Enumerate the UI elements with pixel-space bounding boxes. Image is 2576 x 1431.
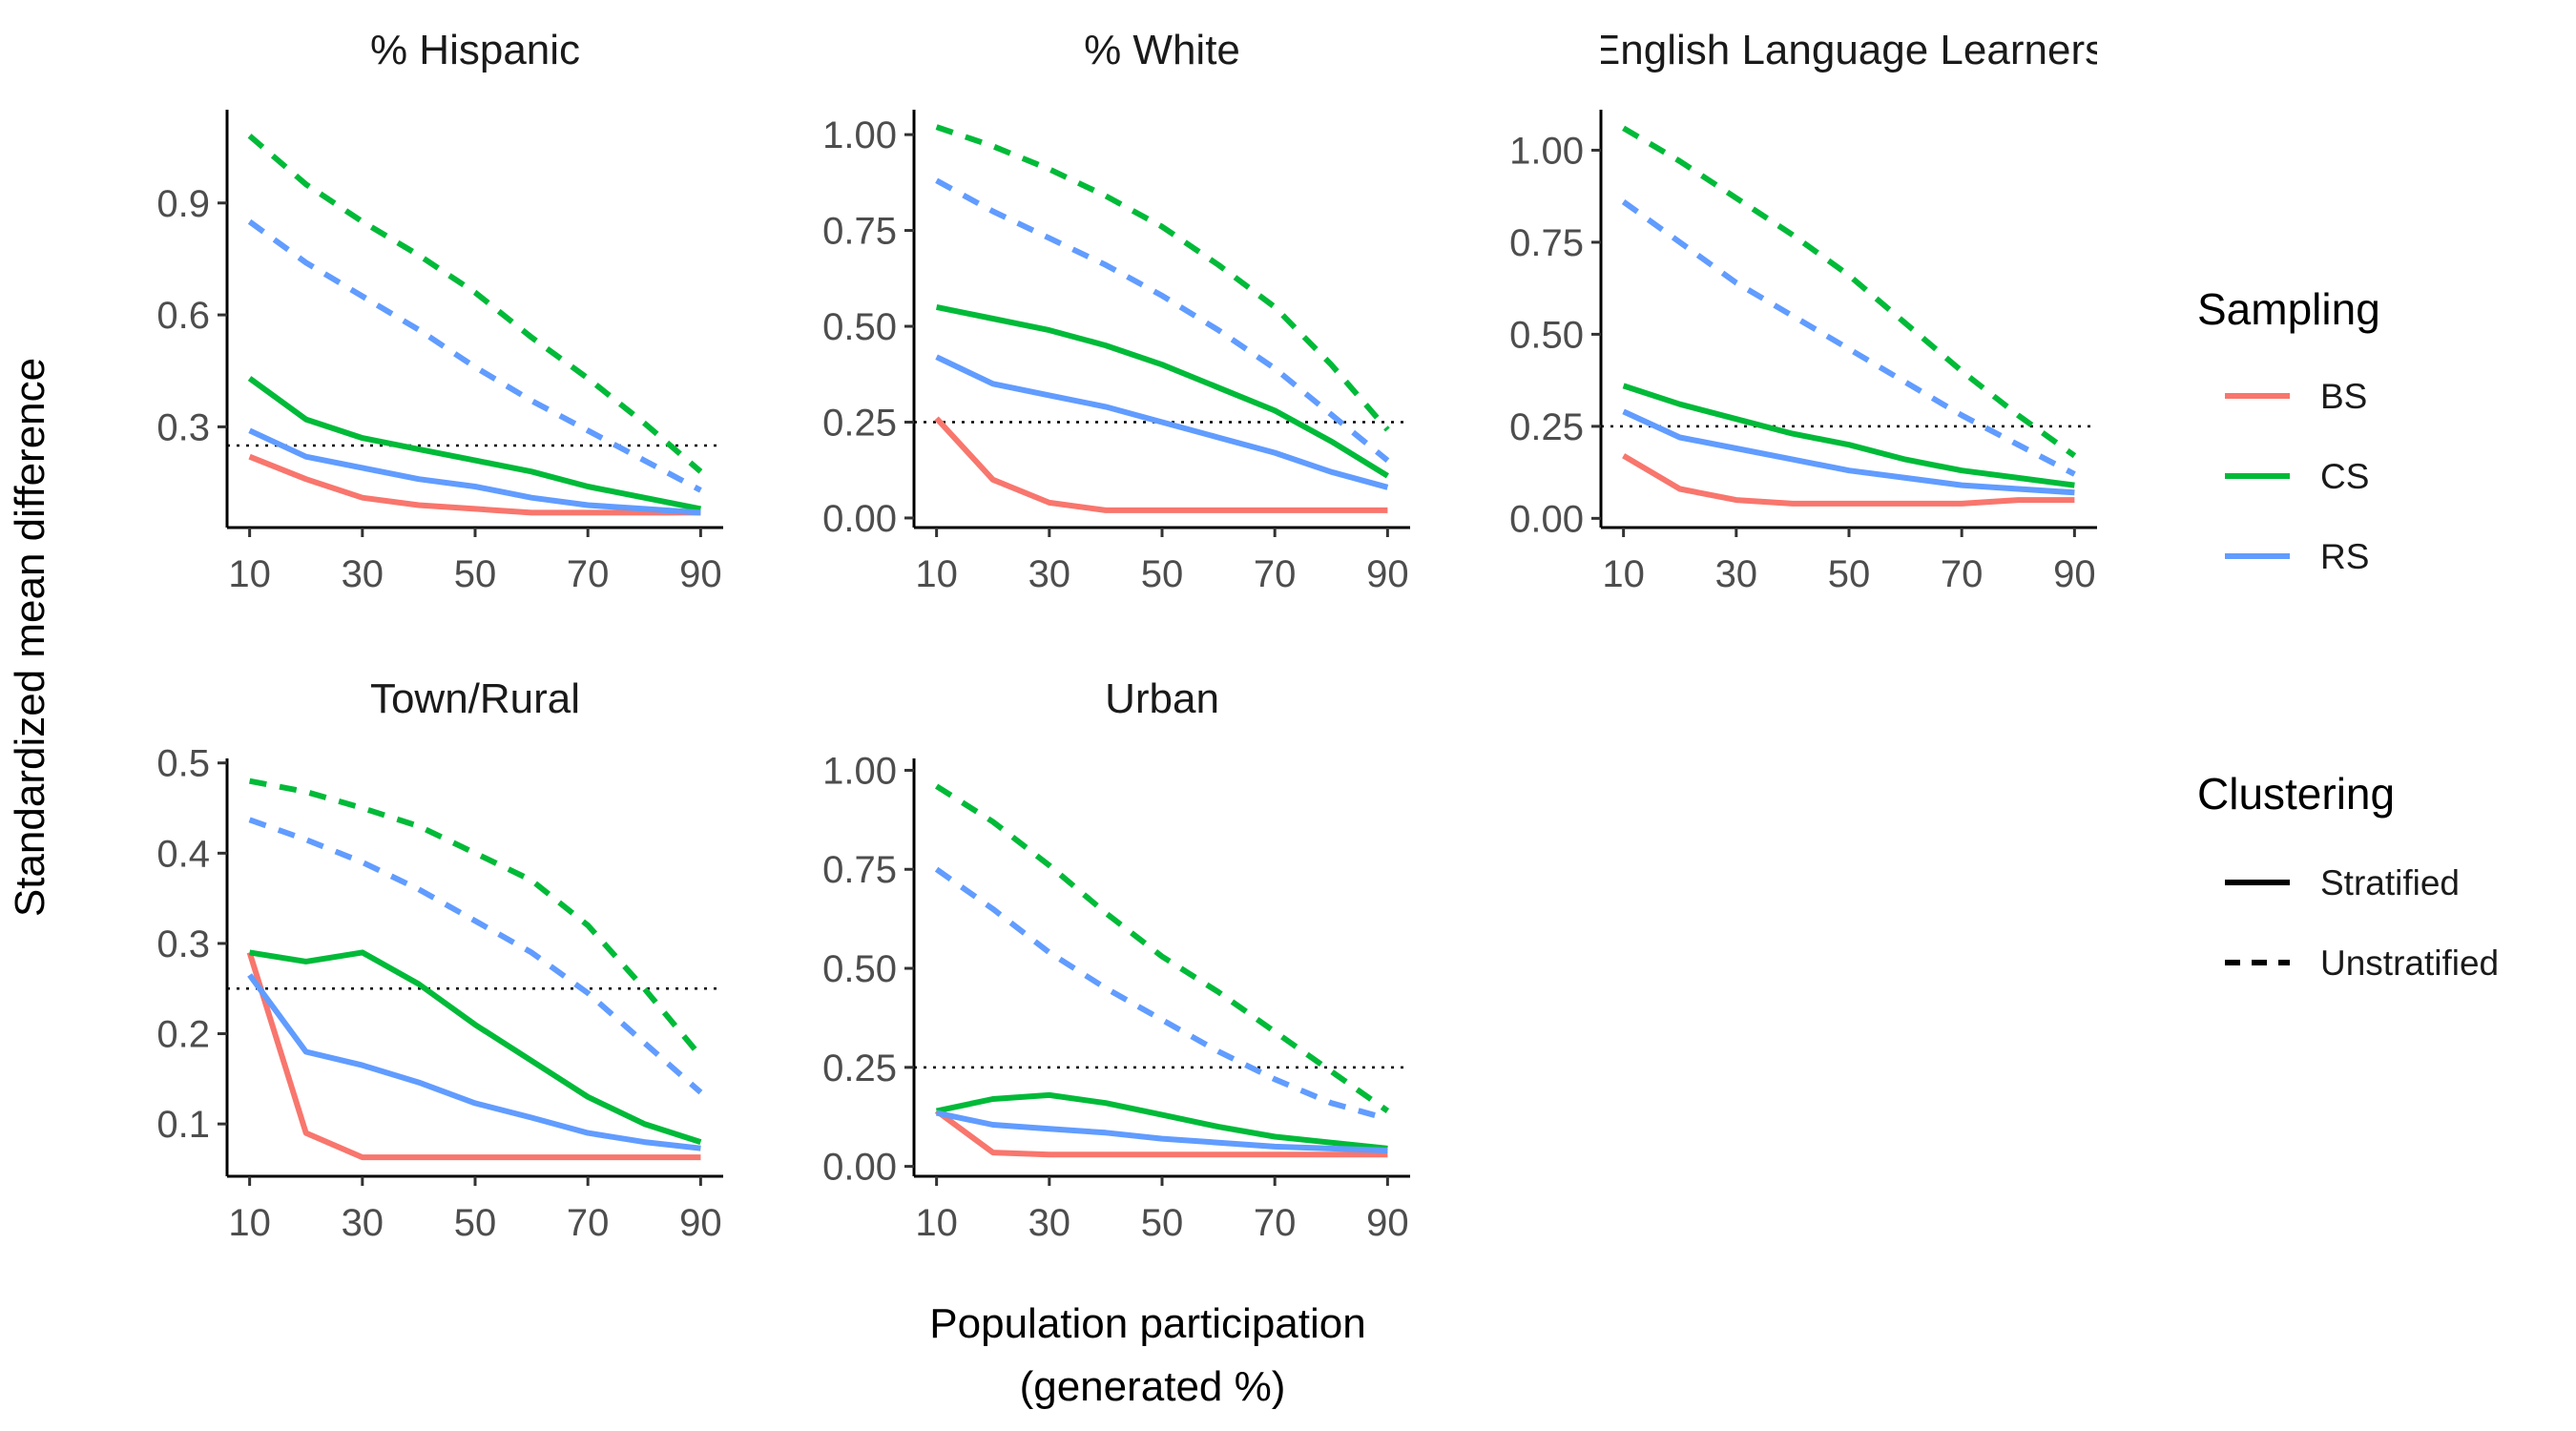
y-tick-label: 0.75	[822, 849, 897, 891]
series-line-cs-stratified	[250, 952, 701, 1142]
x-tick-label: 70	[1254, 1202, 1297, 1244]
legend-label-rs: RS	[2320, 537, 2369, 576]
x-tick-label: 10	[915, 1202, 958, 1244]
y-tick-label: 0.75	[822, 211, 897, 253]
y-tick-label: 0.9	[156, 183, 210, 225]
series-line-rs-unstratified	[1624, 202, 2075, 475]
facet-title: Urban	[1105, 675, 1219, 722]
legend-label-unstratified: Unstratified	[2320, 944, 2499, 983]
y-tick-label: 0.5	[156, 743, 210, 785]
series-group	[250, 781, 701, 1157]
x-tick-label: 90	[1366, 1202, 1409, 1244]
x-tick-label: 90	[679, 553, 722, 595]
y-tick-label: 0.75	[1509, 222, 1584, 264]
series-line-cs-unstratified	[937, 786, 1388, 1110]
panel-4: Town/Rural 0.1 0.2 0.3 0.4 0.5 10 30 50 70 90	[156, 675, 723, 1244]
series-line-rs-unstratified	[250, 221, 701, 490]
legend: Sampling Clustering BS CS RS Stratified Unst…	[2197, 284, 2499, 983]
y-tick-label: 0.00	[1509, 498, 1584, 540]
x-tick-label: 10	[1602, 553, 1645, 595]
series-line-cs-stratified	[937, 307, 1388, 476]
y-tick-label: 0.25	[822, 402, 897, 444]
series-line-rs-stratified	[1624, 411, 2075, 492]
legend-label-cs: CS	[2320, 457, 2369, 496]
x-tick-label: 70	[567, 1202, 610, 1244]
y-axis-title: Standardized mean difference	[7, 358, 53, 917]
x-tick-label: 70	[567, 553, 610, 595]
y-tick-label: 0.25	[822, 1047, 897, 1089]
series-line-rs-unstratified	[250, 819, 701, 1092]
panel-1: % Hispanic 0.3 0.6 0.9 10 30 50 70 90	[156, 27, 723, 595]
y-tick-label: 1.00	[1509, 130, 1584, 172]
panel-2: % White 0.00 0.25 0.50 0.75 1.00 10 30 50 70 90	[822, 27, 1410, 595]
series-line-rs-stratified	[937, 357, 1388, 487]
y-tick-label: 0.6	[156, 295, 210, 337]
series-line-rs-stratified	[250, 975, 701, 1149]
x-tick-label: 30	[342, 553, 384, 595]
y-tick-label: 0.3	[156, 406, 210, 448]
series-line-rs-unstratified	[937, 869, 1388, 1119]
facet-title: Town/Rural	[370, 675, 580, 722]
facet-title: English Language Learners	[1592, 27, 2106, 73]
x-tick-label: 10	[915, 553, 958, 595]
panel-5: Urban 0.00 0.25 0.50 0.75 1.00 10 30 50 70 90	[822, 675, 1410, 1244]
x-tick-label: 50	[454, 553, 497, 595]
y-tick-label: 0.4	[156, 833, 210, 875]
x-tick-label: 70	[1941, 553, 1984, 595]
y-tick-label: 0.25	[1509, 406, 1584, 448]
facet-title: % Hispanic	[370, 27, 580, 73]
x-axis-title-line-1: Population participation	[929, 1300, 1365, 1347]
legend-title-sampling: Sampling	[2197, 284, 2380, 334]
series-group	[250, 135, 701, 512]
x-tick-label: 30	[342, 1202, 384, 1244]
y-tick-label: 0.1	[156, 1104, 210, 1146]
x-tick-label: 90	[679, 1202, 722, 1244]
x-axis-title-line-2: (generated %)	[1020, 1363, 1286, 1410]
x-tick-label: 30	[1715, 553, 1758, 595]
x-tick-label: 90	[1366, 553, 1409, 595]
legend-label-stratified: Stratified	[2320, 863, 2460, 902]
y-tick-label: 0.2	[156, 1014, 210, 1056]
x-tick-label: 90	[2053, 553, 2096, 595]
x-tick-label: 10	[228, 1202, 271, 1244]
series-group	[937, 786, 1388, 1154]
legend-label-bs: BS	[2320, 377, 2367, 416]
x-tick-label: 30	[1028, 553, 1071, 595]
series-line-rs-stratified	[250, 430, 701, 512]
x-tick-label: 50	[1141, 553, 1184, 595]
y-tick-label: 0.00	[822, 1147, 897, 1189]
y-tick-label: 1.00	[822, 750, 897, 792]
x-tick-label: 70	[1254, 553, 1297, 595]
y-tick-label: 0.50	[822, 306, 897, 348]
x-tick-label: 50	[454, 1202, 497, 1244]
y-tick-label: 0.50	[822, 948, 897, 990]
legend-title-clustering: Clustering	[2197, 769, 2395, 819]
y-tick-label: 1.00	[822, 114, 897, 156]
x-tick-label: 30	[1028, 1202, 1071, 1244]
facet-title: % White	[1084, 27, 1240, 73]
series-group	[1624, 128, 2075, 504]
y-tick-label: 0.50	[1509, 314, 1584, 356]
y-tick-label: 0.3	[156, 923, 210, 965]
x-tick-label: 50	[1141, 1202, 1184, 1244]
panel-3: English Language Learners 0.00 0.25 0.50 0.7…	[1509, 27, 2106, 595]
y-tick-label: 0.00	[822, 498, 897, 540]
series-line-rs-stratified	[937, 1113, 1388, 1151]
x-tick-label: 10	[228, 553, 271, 595]
series-line-bs-stratified	[1624, 456, 2075, 504]
series-group	[937, 127, 1388, 510]
x-tick-label: 50	[1828, 553, 1871, 595]
